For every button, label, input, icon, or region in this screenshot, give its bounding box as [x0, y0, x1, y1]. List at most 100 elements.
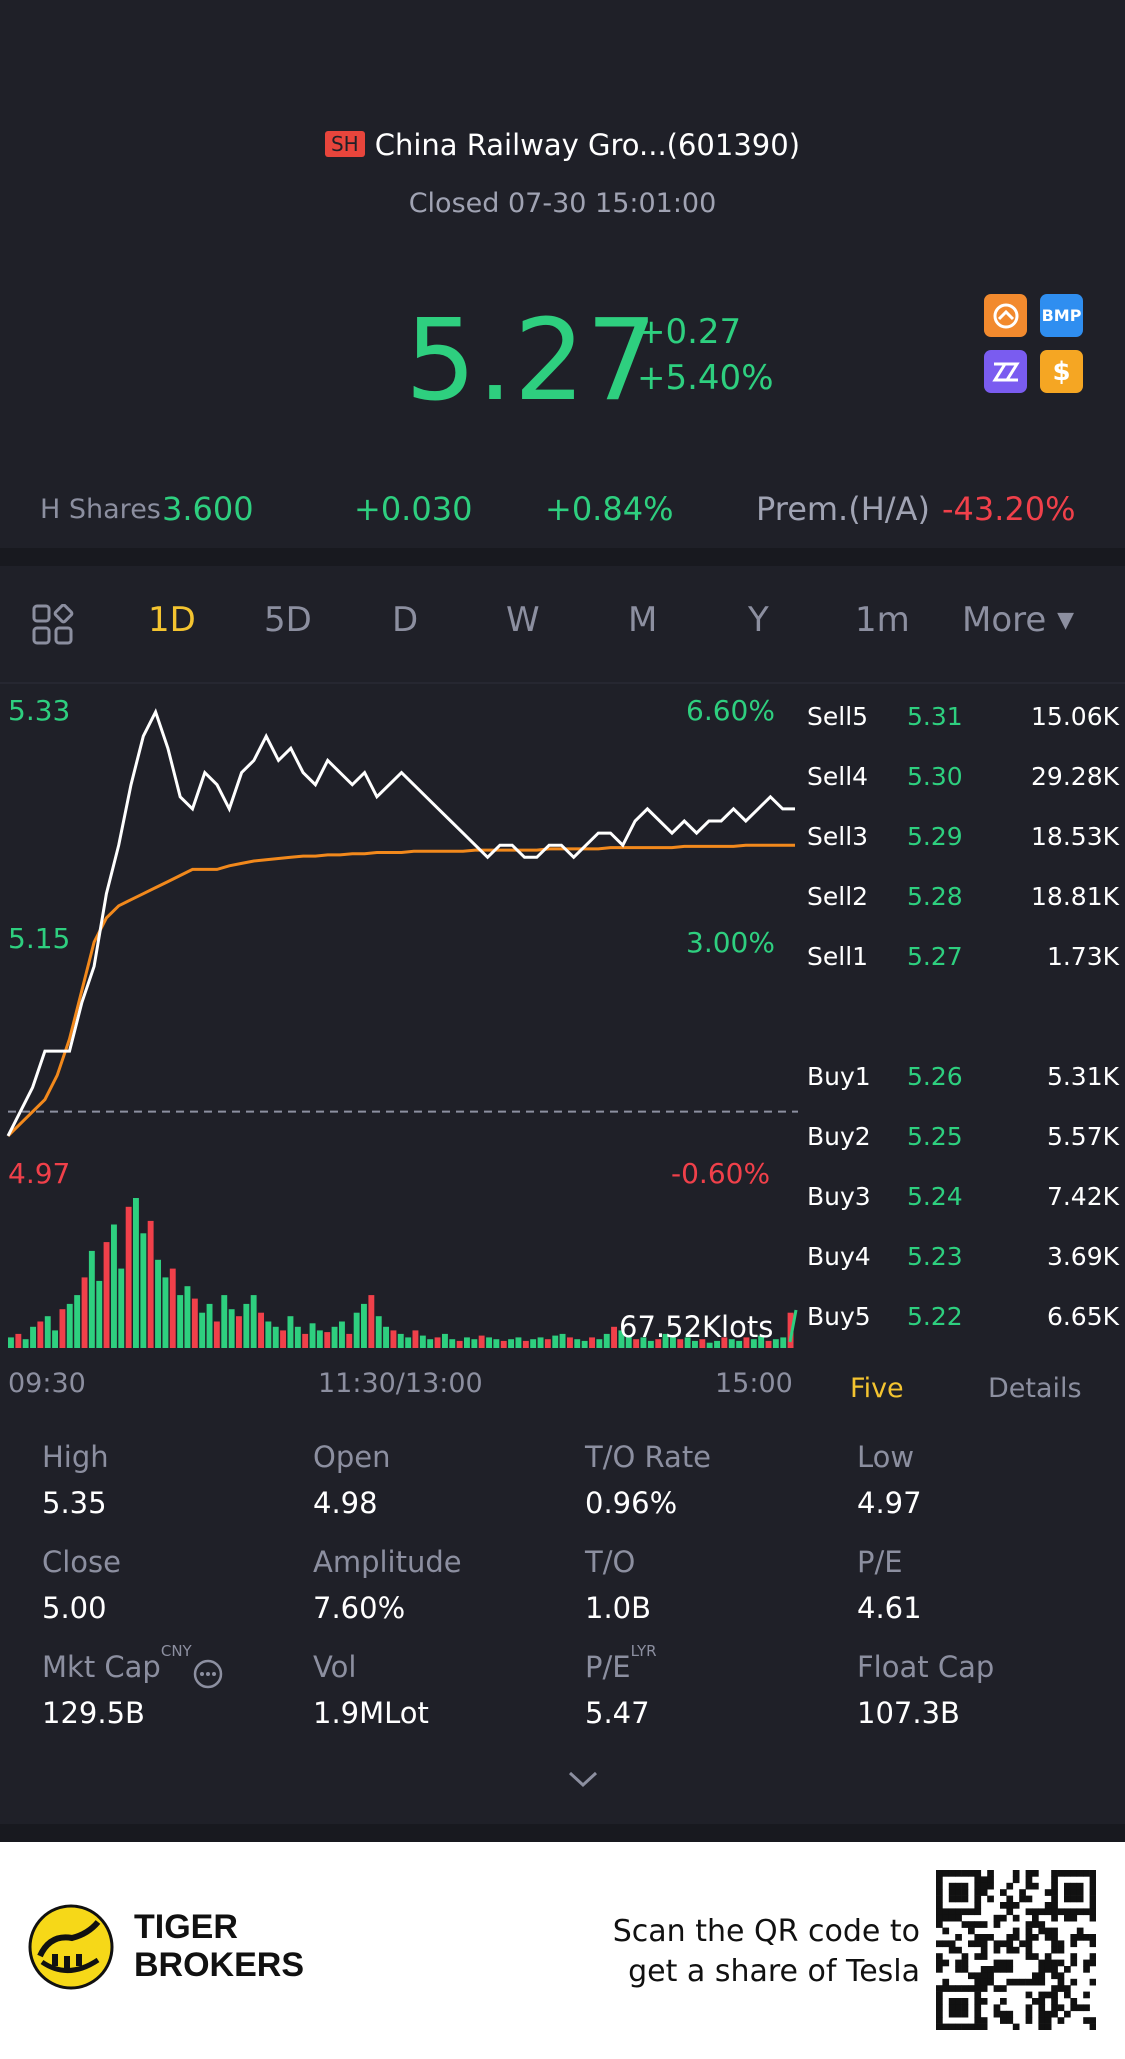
h-shares-row[interactable]: H Shares 3.600 +0.030 +0.84% Prem.(H/A) …	[40, 490, 1100, 532]
volume-bar	[478, 1335, 485, 1348]
purple-zz-icon[interactable]	[984, 350, 1027, 393]
premium-label: Prem.(H/A)	[756, 490, 930, 528]
stat-3: Low 4.97	[857, 1440, 1117, 1520]
stat-value: 107.3B	[857, 1696, 960, 1730]
last-volume-tick	[788, 1309, 798, 1343]
sell-row-5[interactable]: Sell1 5.27 1.73K	[807, 942, 1119, 976]
sell-row-1[interactable]: Sell5 5.31 15.06K	[807, 702, 1119, 736]
volume-bar	[706, 1342, 713, 1348]
volume-bar	[537, 1337, 544, 1348]
volume-bar	[765, 1340, 772, 1348]
volume-bar	[206, 1303, 213, 1348]
volume-bar	[508, 1339, 514, 1348]
tab-more[interactable]: More ▼	[962, 600, 1074, 640]
volume-bar	[581, 1340, 588, 1348]
grid-layout-icon[interactable]	[32, 603, 74, 655]
stat-4: Close 5.00	[42, 1545, 302, 1625]
volume-bar	[559, 1333, 566, 1348]
volume-bar	[493, 1339, 500, 1348]
exchange-badge: SH	[324, 131, 365, 157]
promo-line1: Scan the QR code to	[612, 1914, 920, 1949]
h-shares-price: 3.600	[162, 490, 254, 528]
tab-d[interactable]: D	[392, 600, 419, 640]
volume-bar	[736, 1340, 743, 1348]
volume-bar	[8, 1337, 14, 1348]
volume-bar	[184, 1286, 191, 1348]
buy-label: Buy2	[807, 1122, 871, 1151]
stat-label: Open	[313, 1440, 391, 1474]
more-options-icon[interactable]	[192, 1658, 224, 1694]
market-status: Closed 07-30 15:01:00	[408, 188, 717, 219]
axis-top-price: 5.33	[8, 694, 71, 727]
sell-label: Sell5	[807, 702, 869, 731]
buy-row-2[interactable]: Buy2 5.25 5.57K	[807, 1122, 1119, 1156]
volume-bar	[243, 1303, 250, 1348]
volume-bar	[133, 1198, 139, 1348]
volume-bar	[383, 1326, 389, 1348]
buy-qty: 7.42K	[1046, 1182, 1119, 1211]
sell-label: Sell3	[807, 822, 869, 851]
sell-qty: 18.81K	[1031, 882, 1119, 911]
promo-footer[interactable]: TIGER BROKERS Scan the QR code to get a …	[0, 1842, 1125, 2059]
buy-price: 5.26	[907, 1062, 963, 1091]
volume-bar	[596, 1339, 603, 1348]
buy-row-4[interactable]: Buy4 5.23 3.69K	[807, 1242, 1119, 1276]
tab-five[interactable]: Five	[850, 1373, 904, 1404]
volume-bar	[434, 1337, 441, 1348]
volume-bar	[316, 1330, 323, 1348]
stat-value: 4.61	[857, 1591, 922, 1625]
stat-value: 129.5B	[42, 1696, 145, 1730]
buy-price: 5.24	[907, 1182, 963, 1211]
volume-bar	[140, 1233, 147, 1348]
buy-row-3[interactable]: Buy3 5.24 7.42K	[807, 1182, 1119, 1216]
stat-label: High	[42, 1440, 109, 1474]
volume-bar	[265, 1321, 272, 1348]
tab-m[interactable]: M	[628, 600, 658, 640]
stat-0: High 5.35	[42, 1440, 302, 1520]
stat-value: 1.0B	[585, 1591, 652, 1625]
buy-row-1[interactable]: Buy1 5.26 5.31K	[807, 1062, 1119, 1096]
volume-bar	[699, 1339, 706, 1348]
volume-bar	[81, 1277, 88, 1348]
volume-bar	[442, 1333, 448, 1348]
buy-qty: 5.31K	[1046, 1062, 1119, 1091]
intraday-chart[interactable]	[0, 690, 800, 1390]
tab-w[interactable]: W	[506, 600, 540, 640]
volume-bar	[96, 1280, 103, 1348]
volume-bar	[221, 1295, 228, 1348]
volume-bar	[758, 1335, 765, 1348]
volume-bar	[603, 1333, 610, 1348]
buy-qty: 5.57K	[1046, 1122, 1119, 1151]
volume-bar	[618, 1330, 625, 1348]
sell-row-3[interactable]: Sell3 5.29 18.53K	[807, 822, 1119, 856]
tab-details[interactable]: Details	[988, 1373, 1082, 1404]
section-divider	[0, 548, 1125, 566]
tab-1d[interactable]: 1D	[148, 600, 196, 640]
volume-bar	[419, 1335, 426, 1348]
volume-bar	[331, 1326, 338, 1348]
tab-y[interactable]: Y	[748, 600, 769, 640]
time-start: 09:30	[8, 1368, 86, 1399]
volume-bar	[787, 1312, 794, 1348]
h-shares-label: H Shares	[40, 494, 161, 525]
buy-row-5[interactable]: Buy5 5.22 6.65K	[807, 1302, 1119, 1336]
tab-1m[interactable]: 1m	[855, 600, 910, 640]
stat-label: Close	[42, 1545, 121, 1579]
sell-row-4[interactable]: Sell2 5.28 18.81K	[807, 882, 1119, 916]
stat-value: 4.98	[313, 1486, 378, 1520]
volume-bar	[339, 1321, 345, 1348]
volume-bar	[118, 1268, 125, 1348]
buy-label: Buy1	[807, 1062, 871, 1091]
volume-bar	[390, 1330, 397, 1348]
dollar-icon[interactable]: $	[1040, 350, 1083, 393]
stat-superscript: LYR	[630, 1642, 657, 1661]
stat-5: Amplitude 7.60%	[313, 1545, 573, 1625]
volume-bar	[15, 1333, 22, 1348]
sell-row-2[interactable]: Sell4 5.30 29.28K	[807, 762, 1119, 796]
tab-5d[interactable]: 5D	[264, 600, 312, 640]
price-change: +0.27	[637, 312, 742, 352]
expand-chevron-icon[interactable]	[566, 1768, 600, 1794]
bmp-icon[interactable]: BMP	[1040, 294, 1083, 337]
qr-code-icon	[936, 1870, 1096, 2030]
orange-swirl-icon[interactable]	[984, 294, 1027, 337]
